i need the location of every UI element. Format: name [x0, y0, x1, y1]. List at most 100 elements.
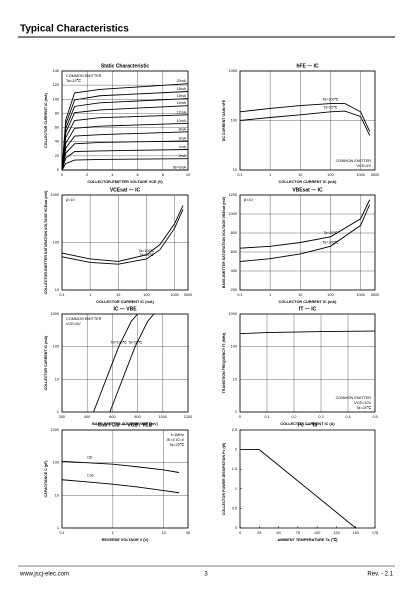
series-label: Ta=100℃: [322, 240, 339, 244]
chart: 0.1 1 10 100 1000 3000 10 100 1000 VCEsat — IC COL…: [44, 187, 192, 304]
series-label: IB=0mA: [173, 165, 186, 169]
series-label: 6mA: [179, 136, 187, 140]
x-tick-label: 4: [111, 173, 113, 177]
x-tick-label: 0: [239, 415, 241, 419]
chart: 0 25 50 75 100 125 150 175 0 0.5 1 1.5 2 2.5 Pc — Ta AM…: [222, 422, 378, 542]
x-tick-label: 25: [257, 531, 261, 535]
series-label: Ta=25℃: [139, 253, 154, 257]
y-tick-label: 1: [57, 526, 59, 530]
data-line: [239, 204, 371, 262]
x-axis-label: AMBIENT TEMPERATURE Ta (℃): [277, 537, 338, 542]
data-line: [239, 103, 371, 132]
y-tick-label: 0: [57, 168, 59, 172]
series-label: 20mA: [177, 79, 187, 83]
series-label: 18mA: [177, 87, 187, 91]
x-axis-label: BASE-EMITTER VOLTAGE VBE (mV): [92, 422, 158, 426]
page-title: Typical Characteristics: [20, 24, 129, 35]
x-tick-label: 200: [59, 415, 65, 419]
x-tick-label: 150: [353, 531, 359, 535]
chart: 0.1 1 10 100 1000 3000 10 100 1000 hFE — IC COLLEC…: [222, 63, 379, 184]
x-tick-label: 30: [186, 531, 190, 535]
x-tick-label: 75: [296, 531, 300, 535]
series-label: 2mA: [179, 154, 187, 158]
y-tick-label: 100: [231, 119, 237, 123]
y-tick-label: 600: [231, 250, 237, 254]
series-label: 4mA: [179, 145, 187, 149]
chart-title: hFE — IC: [296, 63, 319, 69]
x-tick-label: 100: [327, 173, 333, 177]
x-tick-label: 1: [89, 293, 91, 297]
data-line: [61, 205, 184, 262]
annotation: Ta=25℃: [169, 443, 184, 447]
x-axis-label: COLLECTOR CURRENT IC (mA): [279, 300, 337, 304]
y-tick-label: 100: [53, 345, 59, 349]
annotation: IE=0 IC=0: [167, 438, 184, 442]
x-tick-label: 1: [269, 173, 271, 177]
y-tick-label: 800: [231, 231, 237, 235]
x-tick-label: 10: [162, 531, 166, 535]
x-axis-label: REVERSE VOLTAGE V (V): [102, 538, 149, 542]
x-tick-label: 100: [143, 293, 149, 297]
y-tick-label: 20: [55, 154, 59, 158]
y-tick-label: 0: [235, 526, 237, 530]
series-label: 10mA: [177, 119, 187, 123]
x-tick-label: 1000: [159, 415, 167, 419]
x-tick-label: 175: [372, 531, 378, 535]
footer-website: www.jscj-elec.com: [19, 572, 69, 578]
y-axis-label: COLLECTOR CURRENT IC (mA): [44, 335, 48, 390]
x-tick-label: 2: [86, 173, 88, 177]
y-axis-label: BASE-EMITTER SATURATION VOLTAGE VBEsat (…: [222, 196, 226, 288]
annotation: Ta=25℃: [356, 406, 371, 410]
series-label: Ta=25℃: [323, 231, 338, 235]
chart-title: VCEsat — IC: [110, 187, 141, 193]
y-axis-label: COLLECTOR POWER DISSIPATION Pc (W): [222, 442, 226, 515]
y-tick-label: 1200: [229, 193, 237, 197]
data-line: [61, 158, 189, 171]
data-line: [61, 209, 184, 265]
y-axis-label: TRANSITION FREQUENCY fT (MHz): [222, 332, 226, 393]
y-tick-label: 100: [231, 345, 237, 349]
annotation: VCE=6V: [66, 322, 81, 326]
annotation: VCE=6V: [356, 164, 371, 168]
annotation: COMMON EMITTER: [66, 317, 102, 321]
annotation: COMMON EMITTER: [66, 74, 102, 78]
x-tick-label: 125: [333, 531, 339, 535]
y-tick-label: 100: [53, 241, 59, 245]
y-tick-label: 1000: [51, 428, 59, 432]
annotation: Ta=25℃: [66, 79, 81, 83]
x-tick-label: 0: [61, 173, 63, 177]
y-tick-label: 1000: [229, 212, 237, 216]
y-tick-label: 10: [55, 288, 59, 292]
y-tick-label: 200: [231, 288, 237, 292]
y-axis-label: COLLECTOR CURRENT IC (mA): [44, 92, 48, 147]
chart: 0 0.1 0.2 0.3 0.4 0.5 1 10 100 1000 fT — IC COLLECT…: [222, 306, 378, 426]
data-line: [61, 460, 180, 473]
data-line: [239, 330, 376, 335]
x-tick-label: 600: [109, 415, 115, 419]
series-label: Ta=100℃: [138, 249, 155, 253]
y-tick-label: 1.5: [232, 467, 237, 471]
y-tick-label: 10: [55, 377, 59, 381]
chart-title: VBEsat — IC: [292, 187, 323, 193]
series-label: Ta=25℃: [128, 341, 143, 345]
y-tick-label: 1: [235, 410, 237, 414]
y-tick-label: 100: [53, 461, 59, 465]
x-tick-label: 0.1: [237, 293, 242, 297]
x-tick-label: 0.3: [318, 415, 323, 419]
data-line: [61, 140, 189, 171]
x-tick-label: 1000: [170, 293, 178, 297]
series-label: 14mA: [177, 101, 187, 105]
chart: 200 400 600 800 1000 1200 1 10 100 1000 IC — VBE BA…: [44, 306, 192, 426]
x-tick-label: 0.1: [237, 173, 242, 177]
y-tick-label: 80: [55, 111, 59, 115]
y-tick-label: 2: [235, 448, 237, 452]
x-tick-label: 1: [112, 531, 114, 535]
x-tick-label: 6: [137, 173, 139, 177]
annotation: VCE=10V: [354, 401, 371, 405]
x-tick-label: 0.1: [59, 293, 64, 297]
chart-title: Cob / Cib — VCB / VEB: [98, 422, 153, 428]
x-tick-label: 1200: [184, 415, 192, 419]
